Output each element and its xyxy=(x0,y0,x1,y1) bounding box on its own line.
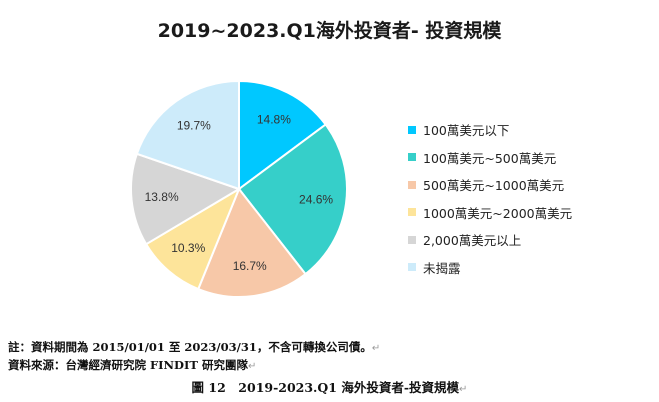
legend-swatch xyxy=(408,153,416,162)
legend-swatch xyxy=(408,235,416,244)
legend-swatch xyxy=(408,208,416,217)
data-label: 24.6% xyxy=(299,192,333,206)
legend-item: 1000萬美元~2000萬美元 xyxy=(408,199,572,227)
pie-slice xyxy=(130,152,242,246)
data-label: 14.8% xyxy=(257,113,291,127)
legend-swatch xyxy=(408,263,416,272)
legend-swatch xyxy=(408,125,416,134)
legend-item: 2,000萬美元以上 xyxy=(408,226,572,254)
legend-label: 100萬美元~500萬美元 xyxy=(423,150,557,166)
data-label: 16.7% xyxy=(233,259,267,273)
return-mark: ↵ xyxy=(459,384,468,395)
legend-label: 100萬美元以下 xyxy=(423,123,510,139)
legend-label: 未揭露 xyxy=(423,260,461,276)
data-label: 13.8% xyxy=(145,190,179,204)
legend-label: 500萬美元~1000萬美元 xyxy=(423,178,565,194)
chart-title: 2019~2023.Q1海外投資者- 投資規模 xyxy=(157,20,502,42)
chart-legend: 100萬美元以下 100萬美元~500萬美元 500萬美元~1000萬美元 1000萬… xyxy=(408,116,572,281)
return-mark: ↵ xyxy=(247,361,257,372)
data-label: 10.3% xyxy=(171,241,205,255)
caption-text: 圖 12 2019-2023.Q1 海外投資者-投資規模 xyxy=(191,380,460,395)
legend-item: 100萬美元~500萬美元 xyxy=(408,144,572,172)
note-line: 註：資料期間為 2015/01/01 至 2023/03/31，不含可轉換公司債… xyxy=(8,338,380,356)
legend-item: 100萬美元以下 xyxy=(408,116,572,144)
pie-slice xyxy=(238,79,328,191)
legend-label: 2,000萬美元以上 xyxy=(423,233,522,249)
legend-item: 未揭露 xyxy=(408,254,572,282)
legend-label: 1000萬美元~2000萬美元 xyxy=(423,205,573,221)
pie-slice xyxy=(135,79,240,191)
pie-chart: 14.8% 24.6% 16.7% 10.3% 13.8% 19.7% xyxy=(130,79,348,298)
pie-slice xyxy=(237,123,348,276)
notes: 註：資料期間為 2015/01/01 至 2023/03/31，不含可轉換公司債… xyxy=(8,338,380,374)
note-text: 註：資料期間為 2015/01/01 至 2023/03/31，不含可轉換公司債… xyxy=(8,340,372,354)
data-label: 19.7% xyxy=(177,119,211,133)
figure-caption: 圖 12 2019-2023.Q1 海外投資者-投資規模↵ xyxy=(0,377,659,396)
legend-item: 500萬美元~1000萬美元 xyxy=(408,171,572,199)
pie-slice xyxy=(196,187,307,298)
source-text: 資料來源：台灣經濟研究院 FINDIT 研究團隊 xyxy=(8,358,248,372)
legend-swatch xyxy=(408,180,416,189)
return-mark: ↵ xyxy=(371,343,381,354)
source-line: 資料來源：台灣經濟研究院 FINDIT 研究團隊↵ xyxy=(8,356,380,374)
pie-slice xyxy=(144,186,242,291)
